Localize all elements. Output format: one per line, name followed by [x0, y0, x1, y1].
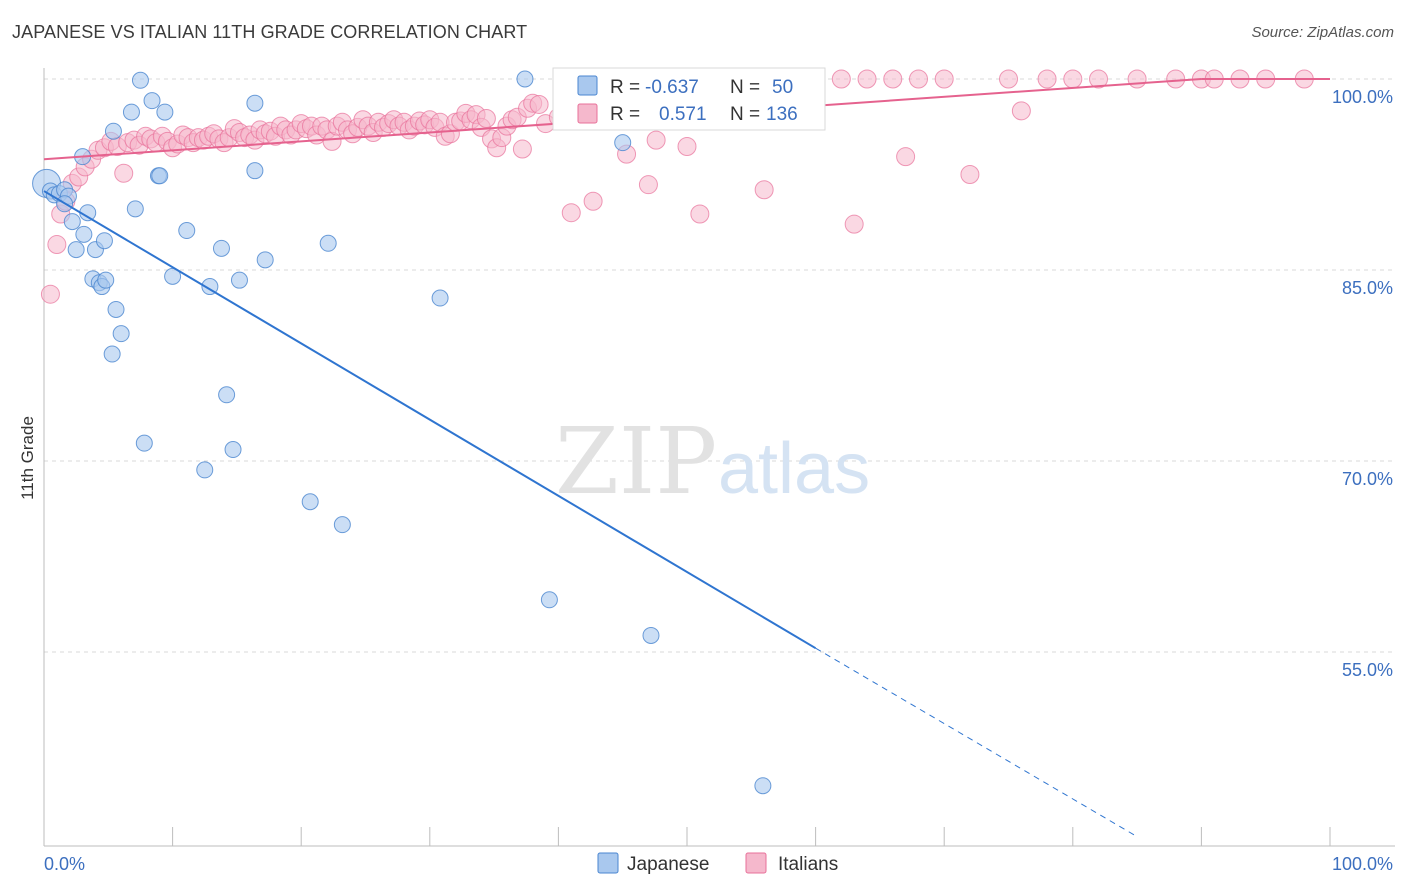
italians-point	[47, 235, 67, 255]
italians-point	[114, 163, 134, 183]
x-tick-label: 100.0%	[1332, 854, 1393, 874]
italians-point	[40, 284, 60, 304]
italians-n-value: 136	[766, 104, 798, 125]
y-tick-label: 55.0%	[1342, 660, 1393, 680]
japanese-point	[431, 289, 449, 307]
italians-point	[1011, 101, 1031, 121]
italians-point	[638, 175, 658, 195]
japanese-point	[126, 200, 144, 218]
x-tick-labels: 0.0% 100.0%	[44, 854, 1393, 874]
italians-point	[857, 69, 877, 89]
italians-point	[1063, 69, 1083, 89]
japanese-point	[754, 777, 772, 795]
italians-point	[883, 69, 903, 89]
japanese-point	[95, 232, 113, 250]
bottom-legend: Japanese Italians	[597, 852, 838, 875]
stats-legend: R = -0.637 N = 50 R = 0.571 N = 136	[552, 67, 826, 131]
japanese-point	[63, 213, 81, 231]
japanese-point	[224, 441, 242, 459]
italians-point	[512, 139, 532, 159]
italians-point	[1089, 69, 1109, 89]
japanese-point	[256, 251, 274, 269]
japanese-point	[246, 162, 264, 180]
japanese-point	[97, 271, 115, 289]
source-label: Source: ZipAtlas.com	[1251, 24, 1394, 41]
grid-lines	[44, 78, 1395, 653]
japanese-n-value: 50	[772, 77, 793, 98]
italians-point	[908, 69, 928, 89]
y-tick-label: 85.0%	[1342, 278, 1393, 298]
y-tick-labels: 55.0% 70.0% 85.0% 100.0%	[1332, 87, 1393, 680]
japanese-point	[143, 92, 161, 110]
japanese-point	[218, 386, 236, 404]
italians-r-label: R =	[610, 104, 640, 125]
japanese-n-label: N =	[730, 77, 760, 98]
japanese-point	[319, 234, 337, 252]
italians-legend-swatch	[577, 103, 598, 124]
japanese-r-label: R =	[610, 77, 640, 98]
japanese-point	[196, 461, 214, 479]
japanese-point	[135, 434, 153, 452]
japanese-points	[32, 70, 772, 795]
italians-point	[831, 69, 851, 89]
japanese-point	[104, 122, 122, 140]
italians-bottom-label: Italians	[778, 854, 838, 875]
italians-point	[896, 147, 916, 167]
italians-point	[583, 191, 603, 211]
italians-point	[1166, 69, 1186, 89]
japanese-point	[156, 103, 174, 121]
stats-legend-box	[552, 67, 826, 131]
japanese-point	[516, 70, 534, 88]
italians-point	[934, 69, 954, 89]
japanese-point	[642, 626, 660, 644]
japanese-point	[107, 300, 125, 318]
italians-n-label: N =	[730, 104, 760, 125]
japanese-point	[212, 239, 230, 257]
japanese-legend-swatch	[577, 75, 598, 96]
japanese-point	[103, 345, 121, 363]
japanese-point	[67, 241, 85, 259]
japanese-point	[151, 167, 169, 185]
japanese-point	[112, 325, 130, 343]
italians-bottom-swatch	[745, 852, 767, 874]
japanese-trend-extension	[815, 647, 1138, 838]
italians-point	[754, 180, 774, 200]
italians-point	[1127, 69, 1147, 89]
japanese-point	[246, 94, 264, 112]
japanese-point	[540, 591, 558, 609]
italians-point	[1037, 69, 1057, 89]
japanese-point	[122, 103, 140, 121]
italians-point	[561, 203, 581, 223]
watermark-atlas: atlas	[718, 429, 870, 509]
italians-point	[476, 108, 496, 128]
japanese-trend-line	[43, 190, 817, 650]
watermark-zip: ZIP	[555, 408, 717, 515]
italians-point	[960, 165, 980, 184]
x-tick-label: 0.0%	[44, 854, 85, 874]
chart-title: JAPANESE VS ITALIAN 11TH GRADE CORRELATI…	[12, 22, 528, 42]
italians-point	[529, 94, 549, 114]
japanese-bottom-label: Japanese	[627, 854, 709, 875]
italians-point	[999, 69, 1018, 89]
japanese-point	[301, 493, 319, 511]
y-axis-title: 11th Grade	[18, 416, 37, 500]
japanese-point	[131, 71, 149, 89]
japanese-point	[333, 516, 351, 534]
italians-point	[677, 136, 697, 156]
japanese-point	[75, 225, 93, 243]
italians-point	[690, 204, 710, 224]
japanese-point	[614, 134, 632, 152]
japanese-point	[230, 271, 248, 289]
y-tick-label: 100.0%	[1332, 87, 1393, 107]
japanese-bottom-swatch	[597, 852, 619, 874]
watermark: ZIP atlas	[555, 408, 870, 515]
italians-point	[844, 214, 864, 234]
japanese-r-value: -0.637	[645, 77, 699, 98]
italians-point	[646, 130, 666, 150]
y-tick-label: 70.0%	[1342, 469, 1393, 489]
italians-r-value: 0.571	[659, 104, 707, 125]
japanese-point	[178, 222, 196, 240]
